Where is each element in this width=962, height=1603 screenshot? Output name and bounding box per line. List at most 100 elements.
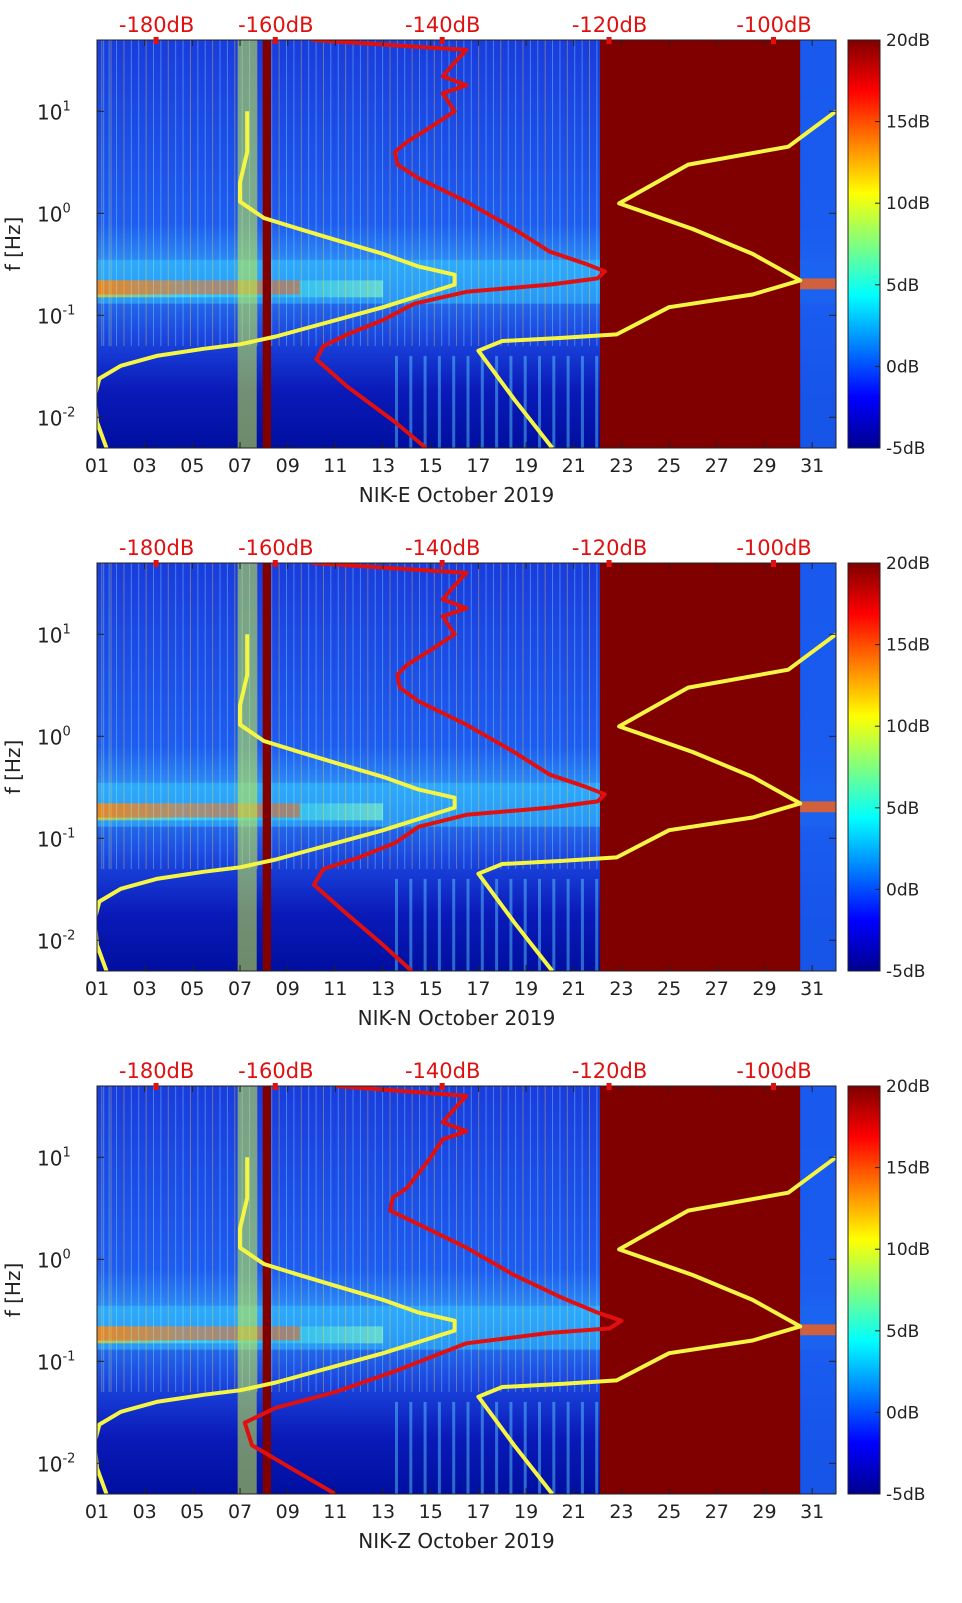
x-axis-label: NIK-E October 2019 (359, 483, 554, 507)
series-2-line (311, 563, 607, 971)
colorbar-tick-label: 20dB (886, 31, 930, 51)
low-freq-column (509, 878, 513, 971)
top-db-tick (771, 37, 777, 44)
x-tick-label: 19 (514, 1501, 538, 1523)
y-tick-label: 10-2 (37, 928, 75, 953)
colorbar-tick-label: 5dB (886, 1322, 919, 1342)
gap-column (262, 563, 272, 971)
low-freq-column (495, 1401, 499, 1494)
low-freq-column (566, 1401, 570, 1494)
axes-frame (96, 1085, 837, 1495)
y-tick-base: 10 (37, 1248, 62, 1272)
colorbar-tick-label: 15dB (886, 636, 930, 656)
low-freq-column (552, 1401, 556, 1494)
data-gap-region (599, 40, 801, 448)
top-db-label: -140dB (405, 536, 480, 560)
x-tick-label: 15 (419, 978, 443, 1000)
x-tick-label: 09 (276, 455, 300, 477)
x-tick-label: 27 (705, 1501, 729, 1523)
low-freq-column (409, 355, 413, 448)
colorbar-tick-label: -5dB (886, 439, 925, 459)
x-tick-label: 17 (466, 978, 490, 1000)
low-freq-column (466, 878, 470, 971)
colorbar (847, 562, 881, 972)
x-tick-label: 05 (180, 455, 204, 477)
y-tick-base: 10 (37, 827, 62, 851)
y-tick-label: 100 (37, 1247, 71, 1272)
x-tick-label: 23 (609, 978, 633, 1000)
series-1-line (476, 109, 836, 448)
low-freq-column (595, 878, 599, 971)
top-db-tick (771, 1083, 777, 1090)
x-tick-label: 09 (276, 1501, 300, 1523)
top-db-tick (771, 560, 777, 567)
gap-column (262, 1086, 272, 1494)
top-db-label: -180dB (119, 1059, 194, 1083)
low-freq-column (595, 1401, 599, 1494)
x-tick-label: 23 (609, 1501, 633, 1523)
low-freq-column (394, 355, 398, 448)
colorbar-tick-label: 20dB (886, 554, 930, 574)
x-tick-label: 29 (752, 978, 776, 1000)
y-tick-exponent: -1 (62, 826, 75, 841)
top-db-tick (153, 1083, 159, 1090)
y-axis-label: f [Hz] (1, 1263, 25, 1318)
top-db-label: -180dB (119, 536, 194, 560)
data-gap-region (599, 1086, 801, 1494)
x-tick-label: 17 (466, 455, 490, 477)
y-tick-exponent: 1 (62, 1145, 70, 1160)
series-0-line (97, 111, 457, 448)
top-db-tick (153, 560, 159, 567)
top-db-label: -100dB (736, 536, 811, 560)
x-tick-label: 31 (800, 1501, 824, 1523)
top-db-tick (439, 1083, 445, 1090)
gap-column (262, 40, 272, 448)
low-freq-column (538, 878, 542, 971)
x-tick-label: 27 (705, 455, 729, 477)
colorbar-tick-label: 10dB (886, 1240, 930, 1260)
top-db-tick (606, 37, 612, 44)
y-tick-exponent: -1 (62, 303, 75, 318)
plot-area (97, 563, 836, 971)
low-freq-column (580, 355, 584, 448)
plot-area (97, 40, 836, 448)
low-freq-column (480, 878, 484, 971)
top-db-tick (439, 560, 445, 567)
low-freq-column (423, 355, 427, 448)
x-tick-label: 15 (419, 1501, 443, 1523)
series-0-line (97, 634, 457, 971)
axes-frame (96, 562, 837, 972)
x-tick-label: 03 (133, 1501, 157, 1523)
y-tick-label: 10-1 (37, 1349, 75, 1374)
x-tick-label: 09 (276, 978, 300, 1000)
x-tick-label: 21 (562, 978, 586, 1000)
top-db-label: -120dB (572, 13, 647, 37)
top-db-label: -100dB (736, 1059, 811, 1083)
late-hot-band (800, 801, 836, 813)
y-tick-exponent: 0 (62, 724, 70, 739)
low-freq-column (509, 355, 513, 448)
series-0-line (97, 1157, 457, 1494)
low-freq-column (466, 355, 470, 448)
y-tick-base: 10 (37, 1350, 62, 1374)
y-tick-label: 10-1 (37, 826, 75, 851)
y-tick-label: 10-2 (37, 1451, 75, 1476)
colorbar-tick-label: 0dB (886, 357, 919, 377)
x-tick-label: 11 (323, 455, 347, 477)
y-tick-base: 10 (37, 929, 62, 953)
axes-frame (96, 39, 837, 449)
y-tick-label: 101 (37, 99, 71, 124)
y-tick-exponent: -2 (62, 928, 75, 943)
top-db-label: -140dB (405, 1059, 480, 1083)
colorbar-tick-label: 0dB (886, 1403, 919, 1423)
colorbar-tick-label: -5dB (886, 1485, 925, 1505)
x-tick-label: 13 (371, 1501, 395, 1523)
y-tick-base: 10 (37, 304, 62, 328)
low-freq-column (523, 355, 527, 448)
y-tick-exponent: 1 (62, 622, 70, 637)
